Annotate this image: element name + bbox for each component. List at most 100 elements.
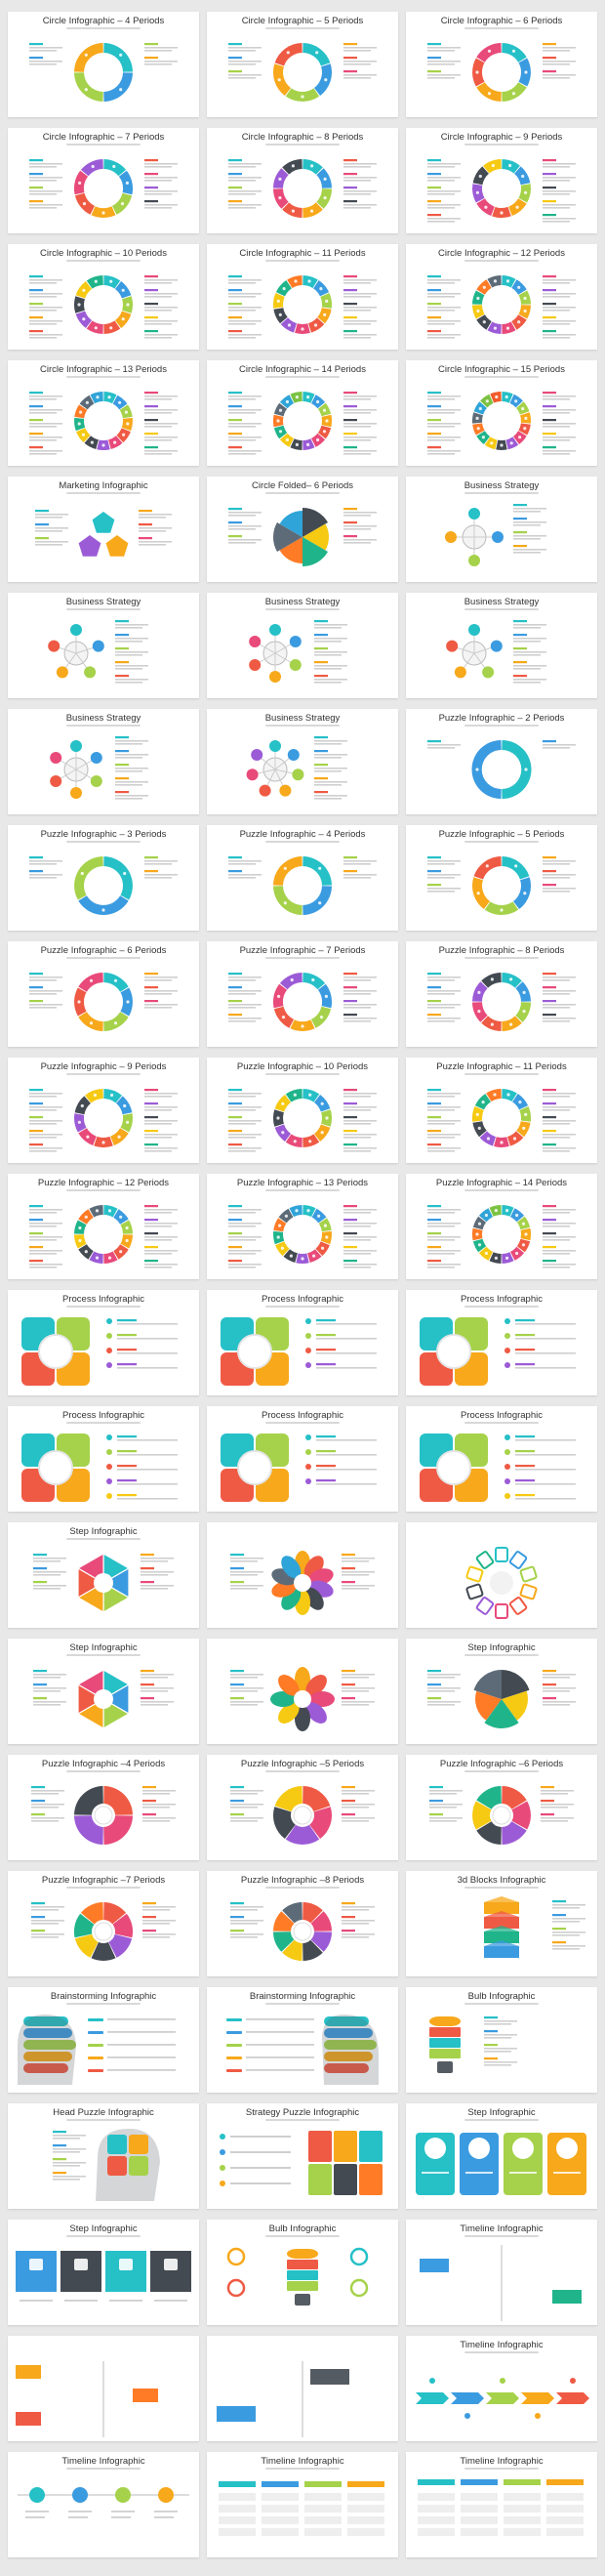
slide-subtitle-placeholder [464, 2351, 539, 2353]
slide-thumbnail[interactable]: Puzzle Infographic – 13 Periods [207, 1174, 398, 1279]
slide-thumbnail[interactable]: Puzzle Infographic –8 Periods [207, 1871, 398, 1976]
slide-thumbnail[interactable]: Puzzle Infographic – 11 Periods [406, 1058, 597, 1163]
caption-line [115, 654, 142, 656]
slide-thumbnail[interactable] [207, 1522, 398, 1628]
caption-line [144, 426, 172, 428]
slide-thumbnail[interactable]: Step Infographic [8, 1639, 199, 1744]
step-icon [119, 2259, 133, 2270]
slide-title: Timeline Infographic [460, 2340, 544, 2350]
slide-thumbnail[interactable]: 3d Blocks Infographic [406, 1871, 597, 1976]
caption-line [427, 744, 461, 746]
slide-thumbnail[interactable]: Circle Infographic – 11 Periods [207, 244, 398, 350]
segment-icon [301, 327, 304, 331]
slide-thumbnail[interactable]: Circle Infographic – 12 Periods [406, 244, 597, 350]
slide-thumbnail[interactable] [8, 2336, 199, 2441]
slide-thumbnail[interactable]: Puzzle Infographic – 3 Periods [8, 825, 199, 931]
slide-thumbnail[interactable]: Business Strategy [207, 593, 398, 698]
slide-thumbnail[interactable]: Puzzle Infographic – 7 Periods [207, 941, 398, 1047]
slide-thumbnail[interactable]: Brainstorming Infographic [207, 1987, 398, 2093]
slide-thumbnail[interactable]: Business Strategy [406, 593, 597, 698]
slide-thumbnail[interactable]: Puzzle Infographic – 14 Periods [406, 1174, 597, 1279]
slide-thumbnail[interactable]: Process Infographic [406, 1290, 597, 1395]
slide-thumbnail[interactable]: Circle Infographic – 8 Periods [207, 128, 398, 233]
slide-thumbnail[interactable]: Circle Folded– 6 Periods [207, 477, 398, 582]
slide-thumbnail[interactable]: Puzzle Infographic –5 Periods [207, 1755, 398, 1860]
caption-line [142, 1906, 176, 1908]
slide-thumbnail[interactable]: Circle Infographic – 4 Periods [8, 12, 199, 117]
slide-thumbnail[interactable]: Business Strategy [8, 709, 199, 814]
caption-line [35, 541, 68, 543]
process-center [436, 1334, 471, 1369]
slide-thumbnail[interactable]: Circle Infographic – 9 Periods [406, 128, 597, 233]
slide-thumbnail[interactable]: Business Strategy [406, 477, 597, 582]
slide-thumbnail[interactable]: Marketing Infographic [8, 477, 199, 582]
caption-heading [228, 1260, 242, 1263]
slide-thumbnail[interactable]: Process Infographic [406, 1406, 597, 1512]
slide-thumbnail[interactable]: Bulb Infographic [406, 1987, 597, 2093]
slide-thumbnail[interactable]: Business Strategy [8, 593, 199, 698]
slide-thumbnail[interactable]: Circle Infographic – 14 Periods [207, 360, 398, 466]
segment-icon [126, 303, 130, 307]
slide-thumbnail[interactable]: Puzzle Infographic – 8 Periods [406, 941, 597, 1047]
slide-thumbnail[interactable]: Circle Infographic – 10 Periods [8, 244, 199, 350]
slide-thumbnail[interactable]: Circle Infographic – 6 Periods [406, 12, 597, 117]
slide-thumbnail[interactable]: Puzzle Infographic –6 Periods [406, 1755, 597, 1860]
hub-node [287, 749, 300, 761]
slide-thumbnail[interactable]: Business Strategy [207, 709, 398, 814]
slide-title: Step Infographic [467, 1642, 536, 1653]
slide-thumbnail[interactable]: Circle Infographic – 5 Periods [207, 12, 398, 117]
caption-line [343, 180, 371, 182]
caption-heading [230, 1683, 244, 1686]
slide-thumbnail[interactable]: Timeline Infographic [207, 2452, 398, 2557]
segment-icon [514, 399, 518, 403]
caption-line [427, 1264, 461, 1266]
slide-thumbnail[interactable]: Step Infographic [406, 1639, 597, 1744]
segment-icon [517, 320, 521, 324]
slide-thumbnail[interactable] [207, 2336, 398, 2441]
slide-thumbnail[interactable]: Bulb Infographic [207, 2220, 398, 2325]
slide-thumbnail[interactable]: Process Infographic [207, 1290, 398, 1395]
slide-thumbnail[interactable]: Circle Infographic – 13 Periods [8, 360, 199, 466]
slide-thumbnail[interactable]: Circle Infographic – 7 Periods [8, 128, 199, 233]
slide-thumbnail[interactable]: Puzzle Infographic – 2 Periods [406, 709, 597, 814]
slide-thumbnail[interactable]: Timeline Infographic [406, 2336, 597, 2441]
head-silhouette [322, 2015, 379, 2085]
slide-thumbnail[interactable]: Timeline Infographic [406, 2452, 597, 2557]
slide-thumbnail[interactable] [207, 1639, 398, 1744]
slide-thumbnail[interactable]: Timeline Infographic [406, 2220, 597, 2325]
caption-line [427, 398, 455, 400]
caption-line [513, 538, 541, 540]
slide-thumbnail[interactable]: Puzzle Infographic – 12 Periods [8, 1174, 199, 1279]
caption-line [228, 1212, 256, 1214]
slide-thumbnail[interactable]: Puzzle Infographic – 5 Periods [406, 825, 597, 931]
slide-thumbnail[interactable]: Puzzle Infographic –4 Periods [8, 1755, 199, 1860]
slide-thumbnail[interactable]: Process Infographic [8, 1406, 199, 1512]
slide-thumbnail[interactable]: Process Infographic [8, 1290, 199, 1395]
slide-thumbnail[interactable]: Circle Infographic – 15 Periods [406, 360, 597, 466]
caption-line [144, 412, 172, 414]
slide-thumbnail[interactable]: Step Infographic [8, 1522, 199, 1628]
timeline-cell [504, 2516, 541, 2524]
slide-thumbnail[interactable]: Step Infographic [8, 2220, 199, 2325]
slide-thumbnail[interactable]: Puzzle Infographic – 10 Periods [207, 1058, 398, 1163]
slide-thumbnail[interactable]: Strategy Puzzle Infographic [207, 2103, 398, 2209]
slide-thumbnail[interactable]: Process Infographic [207, 1406, 398, 1512]
caption-line [513, 682, 541, 684]
slide-thumbnail[interactable]: Step Infographic [406, 2103, 597, 2209]
slide-thumbnail[interactable]: Brainstorming Infographic [8, 1987, 199, 2093]
slide-thumbnail[interactable]: Timeline Infographic [8, 2452, 199, 2557]
caption-heading [427, 1116, 441, 1119]
slide-subtitle-placeholder [265, 1770, 340, 1772]
slide-thumbnail[interactable]: Puzzle Infographic – 4 Periods [207, 825, 398, 931]
caption-line [343, 976, 377, 978]
tab-center [490, 1571, 513, 1595]
caption-line [141, 1690, 168, 1692]
slide-thumbnail[interactable]: Puzzle Infographic – 9 Periods [8, 1058, 199, 1163]
slide-thumbnail[interactable]: Puzzle Infographic – 6 Periods [8, 941, 199, 1047]
caption-line [144, 163, 178, 165]
slide-title: Process Infographic [62, 1410, 144, 1421]
segment-icon [85, 400, 89, 404]
slide-thumbnail[interactable]: Puzzle Infographic –7 Periods [8, 1871, 199, 1976]
slide-thumbnail[interactable] [406, 1522, 597, 1628]
slide-thumbnail[interactable]: Head Puzzle Infographic [8, 2103, 199, 2209]
